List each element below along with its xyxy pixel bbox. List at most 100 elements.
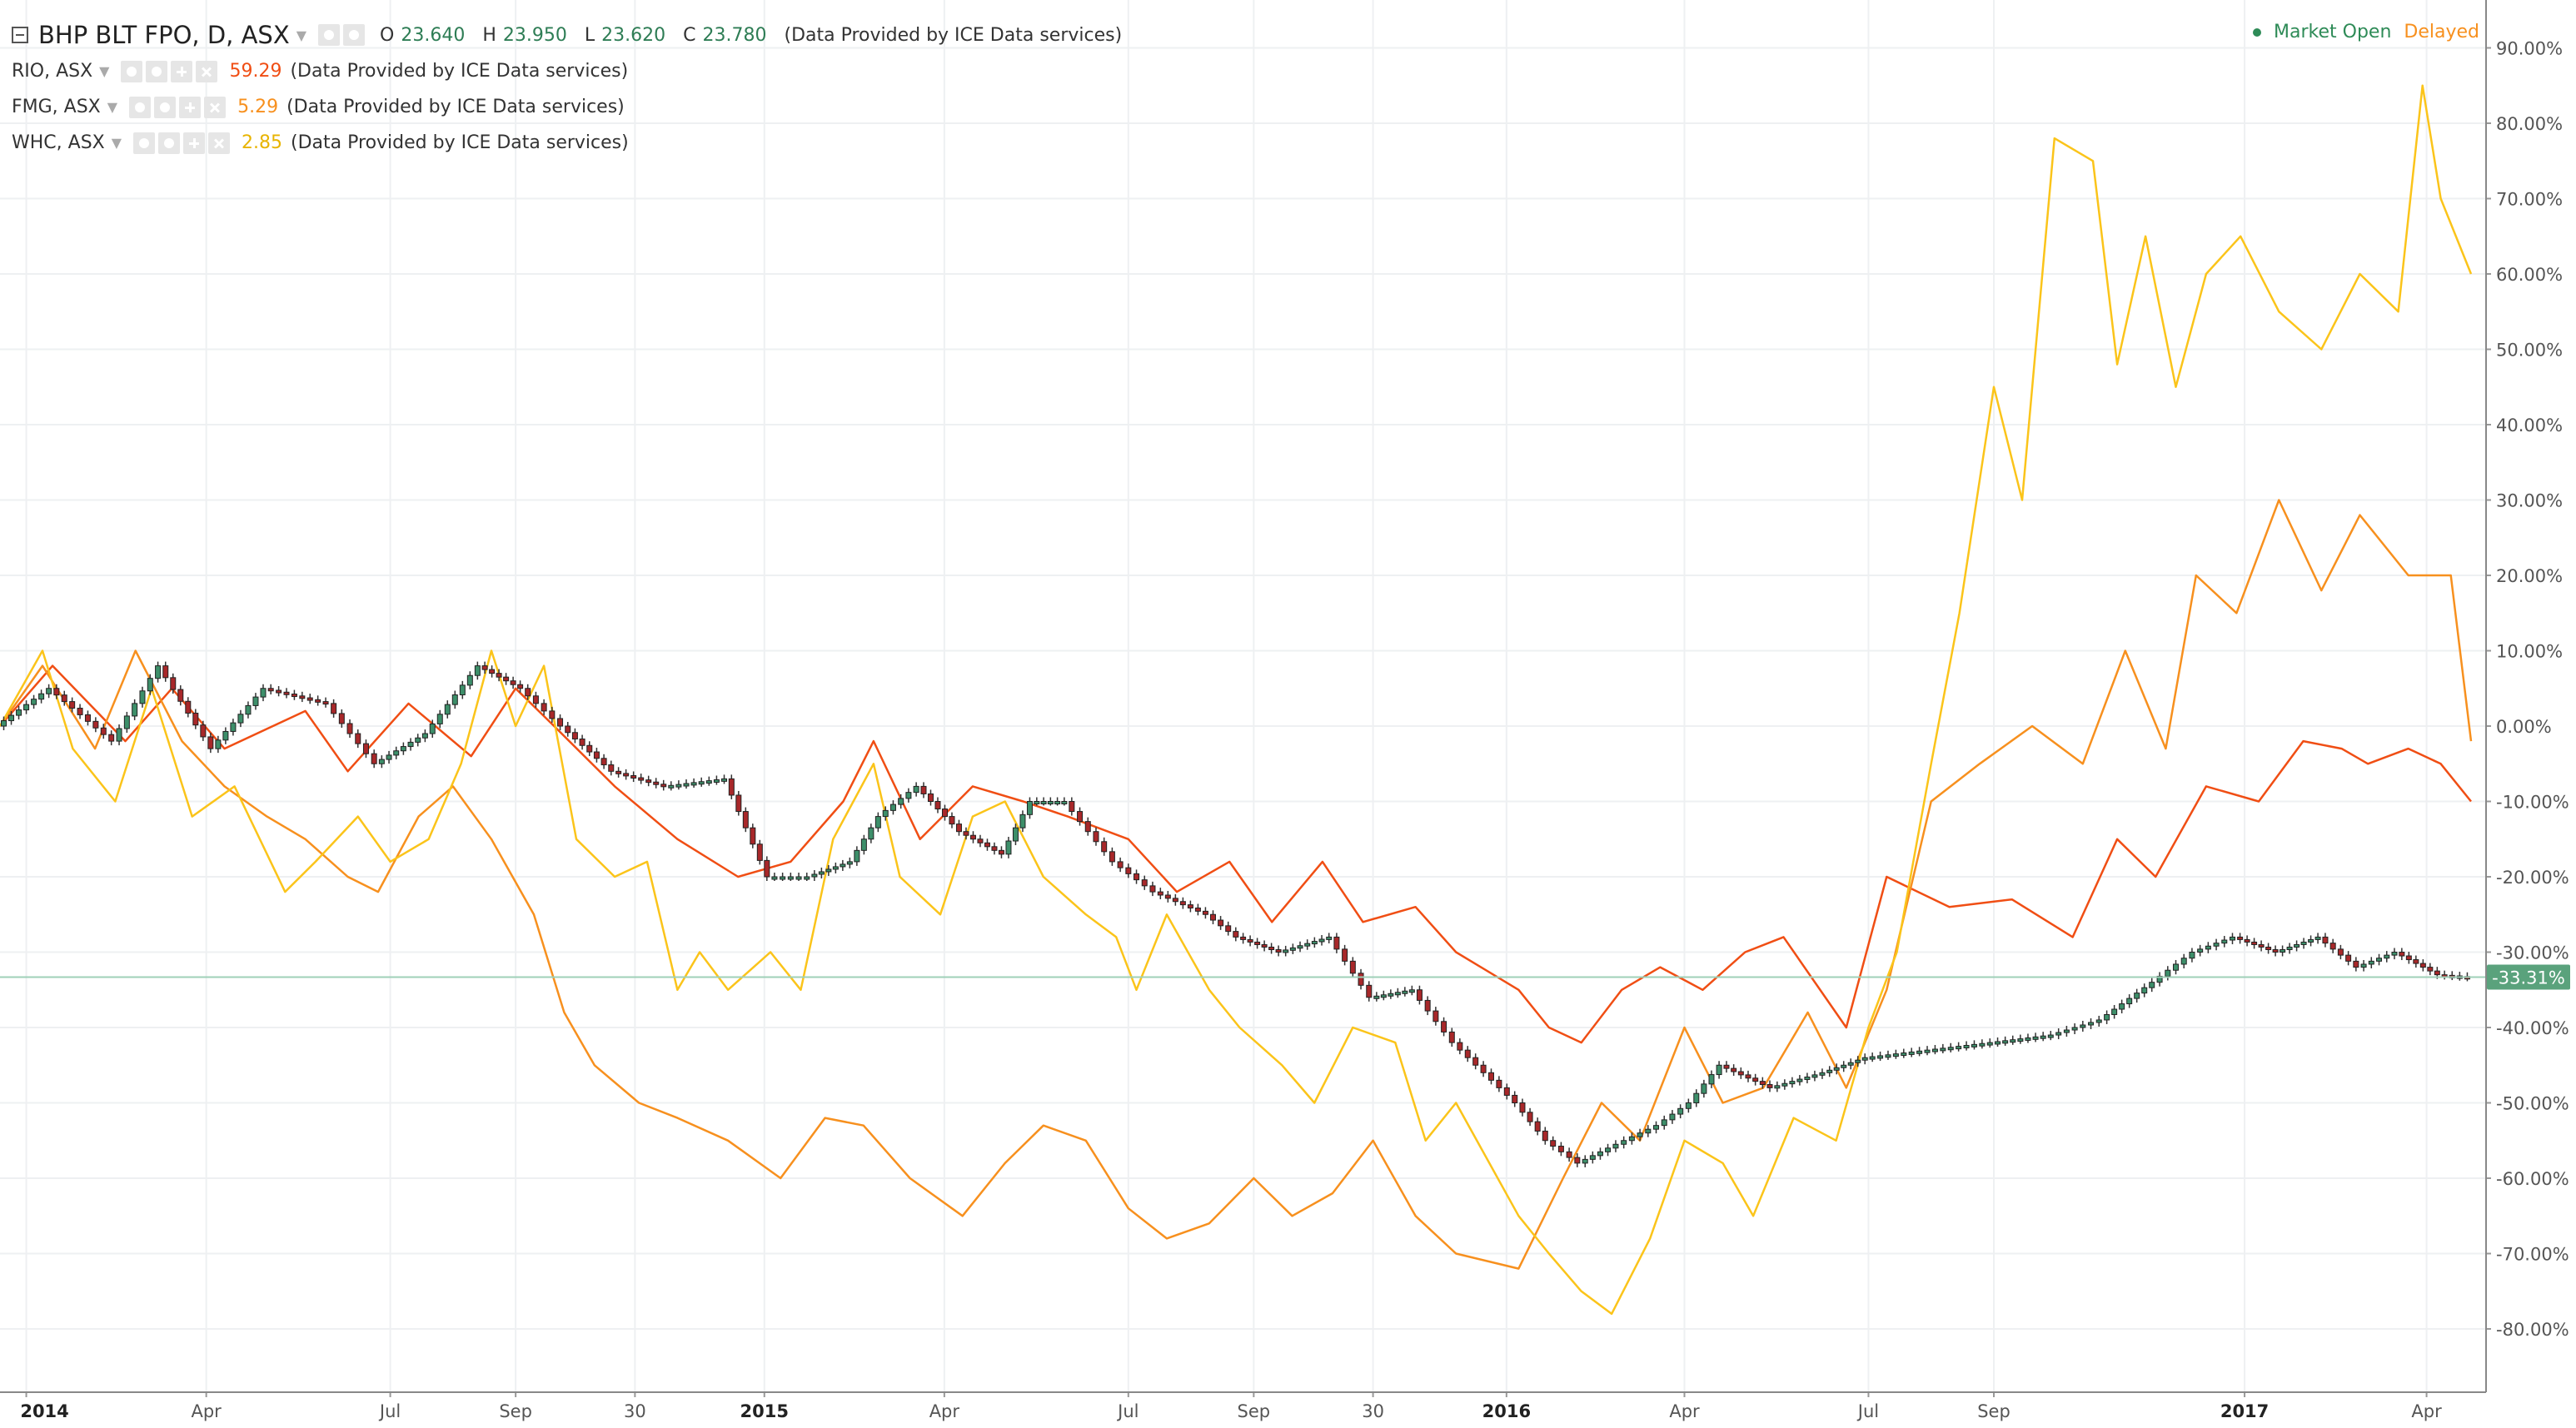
eye-icon[interactable] (133, 132, 156, 154)
candle (1995, 1041, 2001, 1045)
candle (1464, 1049, 1471, 1058)
chevron-down-icon[interactable]: ▼ (99, 63, 110, 79)
candle (889, 804, 896, 811)
market-status: Market Open Delayed (2253, 22, 2479, 42)
candle (1394, 992, 1401, 996)
chevron-down-icon[interactable]: ▼ (296, 27, 307, 43)
candle (2329, 943, 2336, 950)
candle (155, 665, 162, 679)
candle (1534, 1121, 1541, 1132)
eye-icon[interactable] (318, 24, 341, 46)
candle (1557, 1146, 1564, 1152)
candle (811, 873, 818, 878)
candle (1708, 1074, 1715, 1085)
candle (728, 778, 735, 796)
candle (1979, 1042, 1986, 1047)
candle (525, 688, 531, 697)
plus-icon[interactable] (183, 132, 206, 154)
candle (1574, 1157, 1581, 1164)
candle (1424, 999, 1431, 1012)
candle (2071, 1027, 2078, 1031)
gear-icon[interactable] (158, 132, 181, 154)
candle (510, 680, 516, 685)
candle (1034, 801, 1040, 804)
candle (1931, 1048, 1938, 1052)
candle (2280, 948, 2286, 953)
candle (2419, 963, 2426, 968)
candle (1940, 1047, 1946, 1052)
candle (1766, 1084, 1773, 1088)
series-layer (0, 84, 2473, 1316)
candle (1527, 1112, 1533, 1122)
last-value-badge-text: -33.31% (2492, 968, 2565, 988)
candle (1637, 1132, 1643, 1137)
candle (565, 725, 571, 734)
y-tick-label: 50.00% (2496, 341, 2563, 361)
candle (1134, 873, 1140, 881)
candle (481, 665, 488, 670)
candle (2322, 936, 2329, 944)
x-tick-label: Jul (1856, 1401, 1879, 1421)
main-symbol-label[interactable]: BHP BLT FPO, D, ASX (38, 21, 290, 49)
candle (46, 688, 52, 694)
candle (941, 809, 948, 818)
ohlc-values: O 23.640 H 23.950 L 23.620 C 23.780 (Data Pr… (368, 25, 1122, 46)
candle (2368, 960, 2374, 965)
close-icon[interactable] (196, 60, 218, 82)
candle (1781, 1082, 1788, 1087)
candle (1026, 801, 1033, 815)
overlay-value-rio: 59.29 (229, 61, 282, 82)
candle (1268, 946, 1275, 950)
gear-icon[interactable] (154, 96, 177, 118)
candle (557, 718, 564, 727)
eye-icon[interactable] (121, 60, 143, 82)
candle (882, 809, 889, 818)
candle (2010, 1039, 2016, 1043)
x-tick-label: Apr (191, 1401, 222, 1421)
last-value-badge: -33.31% (2487, 964, 2570, 990)
candle (1275, 948, 1282, 953)
gear-icon[interactable] (343, 24, 366, 46)
candle (1, 720, 7, 727)
x-tick-label: 2015 (740, 1401, 789, 1421)
close-icon[interactable] (204, 96, 227, 118)
candle (593, 751, 600, 759)
chevron-down-icon[interactable]: ▼ (107, 99, 118, 115)
candle (1289, 947, 1296, 951)
gear-icon[interactable] (146, 60, 168, 82)
candle (1661, 1119, 1667, 1127)
overlay-symbol-whc[interactable]: WHC, ASX (12, 132, 105, 153)
candle (934, 801, 941, 810)
chevron-down-icon[interactable]: ▼ (111, 135, 122, 151)
candle (1005, 840, 1012, 855)
candle (1745, 1074, 1751, 1079)
ohlc-label-close: C (683, 24, 696, 46)
x-tick-label: 30 (1362, 1401, 1384, 1421)
candle (1804, 1076, 1811, 1080)
close-icon[interactable] (208, 132, 231, 154)
y-tick-label: -60.00% (2496, 1169, 2569, 1189)
series-line-fmg[interactable] (0, 499, 2473, 1270)
overlay-symbol-fmg[interactable]: FMG, ASX (12, 97, 101, 117)
series-line-whc[interactable] (0, 84, 2473, 1316)
candle (1141, 879, 1148, 887)
candle (1194, 907, 1201, 912)
candle (162, 665, 169, 679)
eye-icon[interactable] (129, 96, 152, 118)
candle (1247, 938, 1253, 943)
candle (283, 691, 290, 695)
candle (77, 708, 83, 715)
candle (378, 759, 385, 764)
candle (2111, 1008, 2118, 1015)
collapse-legend-button[interactable] (12, 27, 28, 43)
plus-icon[interactable] (179, 96, 202, 118)
series-line-rio[interactable] (0, 664, 2472, 1044)
candle (123, 715, 130, 729)
overlay-provider-rio: (Data Provided by ICE Data services) (290, 61, 629, 82)
plus-icon[interactable] (171, 60, 193, 82)
overlay-symbol-rio[interactable]: RIO, ASX (12, 61, 93, 82)
candle (2413, 959, 2419, 964)
candle (2119, 1003, 2125, 1010)
